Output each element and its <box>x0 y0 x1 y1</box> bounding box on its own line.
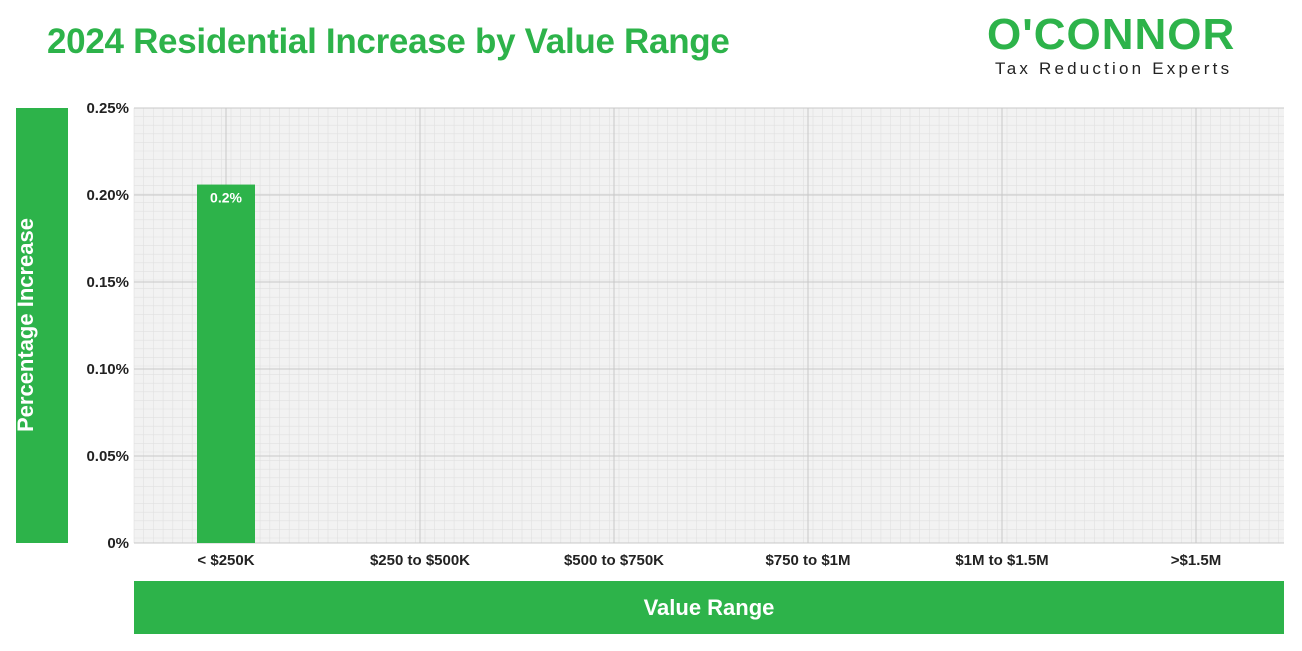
x-tick-label: $250 to $500K <box>370 552 470 569</box>
y-axis-label-banner <box>16 108 68 543</box>
logo-tagline: Tax Reduction Experts <box>995 59 1233 78</box>
x-axis-label-banner: Value Range <box>134 581 1284 634</box>
chart-title: 2024 Residential Increase by Value Range <box>47 22 730 61</box>
x-axis-label: Value Range <box>643 595 775 620</box>
plot-area <box>134 108 1284 543</box>
major-gridlines <box>134 107 1284 544</box>
oconnor-logo: O'CONNOR Tax Reduction Experts <box>985 10 1285 85</box>
x-tick-label: $750 to $1M <box>765 552 850 569</box>
bar-data-label: 0.2% <box>210 190 242 206</box>
logo-name: O'CONNOR <box>987 10 1236 59</box>
bars: 0.2% <box>197 184 255 543</box>
x-tick-label: >$1.5M <box>1171 552 1221 569</box>
y-tick-label: 0.25% <box>86 100 129 117</box>
y-tick-label: 0% <box>107 535 129 552</box>
x-tick-label: $500 to $750K <box>564 552 664 569</box>
y-tick-label: 0.05% <box>86 448 129 465</box>
minor-gridlines <box>133 107 1284 543</box>
y-tick-label: 0.15% <box>86 274 129 291</box>
bar <box>197 184 255 543</box>
y-tick-label: 0.20% <box>86 187 129 204</box>
x-tick-label: < $250K <box>197 552 254 569</box>
y-tick-label: 0.10% <box>86 361 129 378</box>
tick-labels: 0% 0.05% 0.10% 0.15% 0.20% 0.25% < $250K $250 t… <box>86 100 1221 569</box>
x-tick-label: $1M to $1.5M <box>955 552 1048 569</box>
